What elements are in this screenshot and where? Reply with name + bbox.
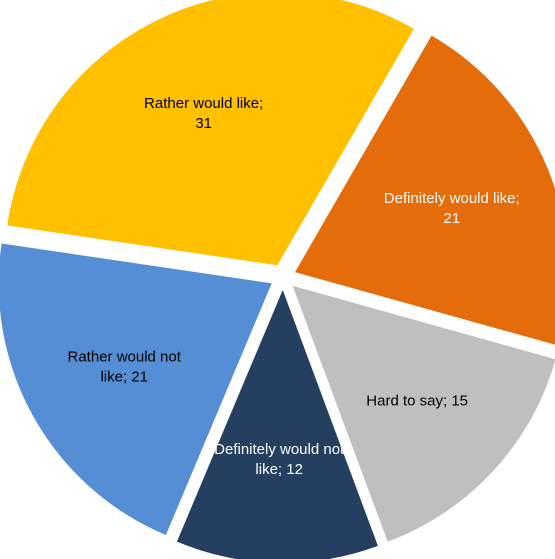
slice-label: Rather would like; 31 [144,95,263,132]
slice-label: Rather would not like; 21 [68,348,182,385]
slice-label-line: Definitely would like; [384,190,520,207]
slice-label-line: 21 [443,210,460,227]
slice-label-line: like; 21 [100,368,148,385]
pie-slice [0,243,272,536]
pie-slice [295,35,555,345]
slice-label-line: Rather would like; [144,95,263,112]
pie-slice [176,289,378,559]
slice-label-line: Hard to say; 15 [366,392,468,409]
slice-label-line: Definitely would not [214,441,345,458]
slice-label-line: 31 [195,115,212,132]
pie-slice [7,0,414,266]
slice-label: Definitely would not like; 12 [214,441,345,478]
slice-label: Definitely would like; 21 [384,190,520,227]
pie-slice [292,285,555,542]
slice-label-line: like; 12 [255,461,303,478]
slice-label: Hard to say; 15 [366,392,468,409]
slice-label-line: Rather would not [68,348,182,365]
